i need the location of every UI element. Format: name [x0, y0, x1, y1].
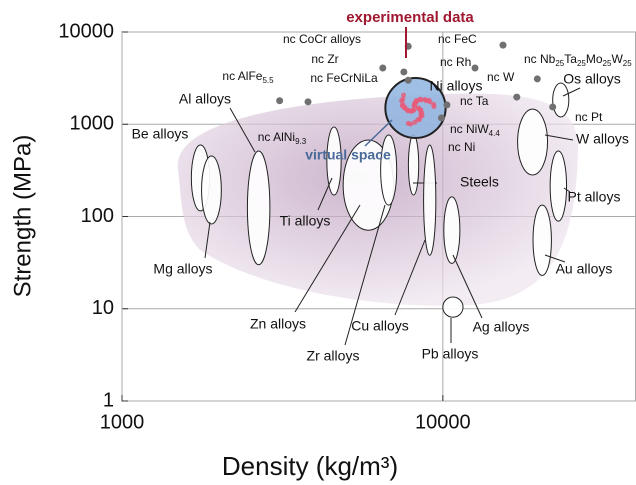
- region: [442, 296, 464, 318]
- leader-line: [452, 254, 483, 319]
- arrow: [364, 119, 393, 147]
- region-label: Steels: [460, 174, 499, 190]
- x-tick-label: 10000: [415, 411, 471, 433]
- region: [552, 82, 570, 118]
- y-tick-label: 1: [103, 389, 114, 411]
- experimental-label: experimental data: [346, 9, 474, 26]
- cloud-dot: [423, 98, 429, 104]
- region-label: Zr alloys: [307, 348, 360, 364]
- region-label: Ni alloys: [430, 78, 483, 94]
- region: [407, 134, 420, 196]
- leader-line: [204, 221, 211, 259]
- cloud-dot: [405, 120, 411, 126]
- region: [201, 155, 222, 225]
- region-label: Au alloys: [556, 261, 613, 277]
- cloud-dot: [431, 104, 437, 110]
- cloud-dot: [415, 117, 421, 123]
- leader-line: [294, 204, 361, 313]
- y-tick-label: 1000: [70, 113, 115, 135]
- cloud-dot: [418, 97, 424, 103]
- region-label: Os alloys: [563, 71, 621, 87]
- point: [276, 97, 284, 105]
- virtual-label: virtual space: [305, 147, 391, 163]
- cloud-dot: [427, 99, 433, 105]
- point: [471, 64, 479, 72]
- region: [326, 126, 342, 196]
- region-label: Zn alloys: [250, 316, 306, 332]
- point-label: nc FeCrNiLa: [310, 71, 378, 85]
- point: [404, 76, 412, 84]
- point: [513, 93, 521, 101]
- point-label: nc Zr: [311, 52, 338, 66]
- point-label: nc Ni: [448, 140, 475, 154]
- y-tick-label: 10000: [58, 20, 114, 42]
- leader-line: [317, 177, 333, 211]
- point: [549, 103, 557, 111]
- point-label: nc AlFe5.5: [222, 69, 274, 85]
- region: [246, 150, 271, 266]
- point: [443, 101, 451, 109]
- region-label: Pb alloys: [422, 346, 479, 362]
- point: [400, 68, 408, 76]
- region-label: Al alloys: [179, 91, 231, 107]
- region: [380, 134, 398, 206]
- point-label: nc Nb25Ta25Mo25W25: [524, 52, 632, 68]
- point-label: nc Rh: [440, 55, 471, 69]
- y-tick-label: 100: [81, 205, 114, 227]
- leader-line: [344, 204, 386, 346]
- point-label: nc FeC: [438, 32, 477, 46]
- region-label: Mg alloys: [153, 261, 212, 277]
- x-axis-label: Density (kg/m³): [222, 451, 398, 481]
- leader-line: [544, 134, 574, 141]
- region-label: Pt alloys: [568, 189, 621, 205]
- point-label: nc AlNi9.3: [258, 130, 307, 146]
- leader-line: [394, 239, 426, 316]
- cloud-dot: [402, 104, 408, 110]
- region: [443, 196, 461, 264]
- cloud-dot: [418, 110, 424, 116]
- point: [499, 41, 507, 49]
- cloud-dot: [400, 96, 406, 102]
- leader-line: [544, 254, 566, 263]
- region: [423, 144, 437, 256]
- cloud-dot: [413, 100, 419, 106]
- y-tick-label: 10: [92, 297, 114, 319]
- point: [379, 64, 387, 72]
- region: [517, 108, 549, 176]
- point: [304, 98, 312, 106]
- point-label: nc W: [487, 70, 515, 84]
- region-label: Cu alloys: [351, 318, 409, 334]
- point: [533, 75, 541, 83]
- region-label: Ag alloys: [473, 319, 530, 335]
- region-label: W alloys: [576, 131, 629, 147]
- point: [437, 114, 445, 122]
- leader-line: [229, 107, 256, 153]
- region: [532, 204, 552, 276]
- region-label: Ti alloys: [280, 213, 331, 229]
- cloud-dot: [410, 107, 416, 113]
- point-label: nc Pt: [575, 110, 603, 124]
- leader-line: [562, 87, 581, 97]
- region: [549, 150, 568, 222]
- point-label: nc NiW4.4: [450, 122, 500, 138]
- y-axis-label: Strength (MPa): [9, 135, 36, 298]
- region-label: Be alloys: [132, 126, 189, 142]
- x-tick-label: 1000: [100, 411, 145, 433]
- point-label: nc CoCr alloys: [283, 32, 361, 46]
- cloud-dot: [401, 92, 407, 98]
- point-label: nc Ta: [460, 94, 489, 108]
- leader-line: [563, 187, 571, 193]
